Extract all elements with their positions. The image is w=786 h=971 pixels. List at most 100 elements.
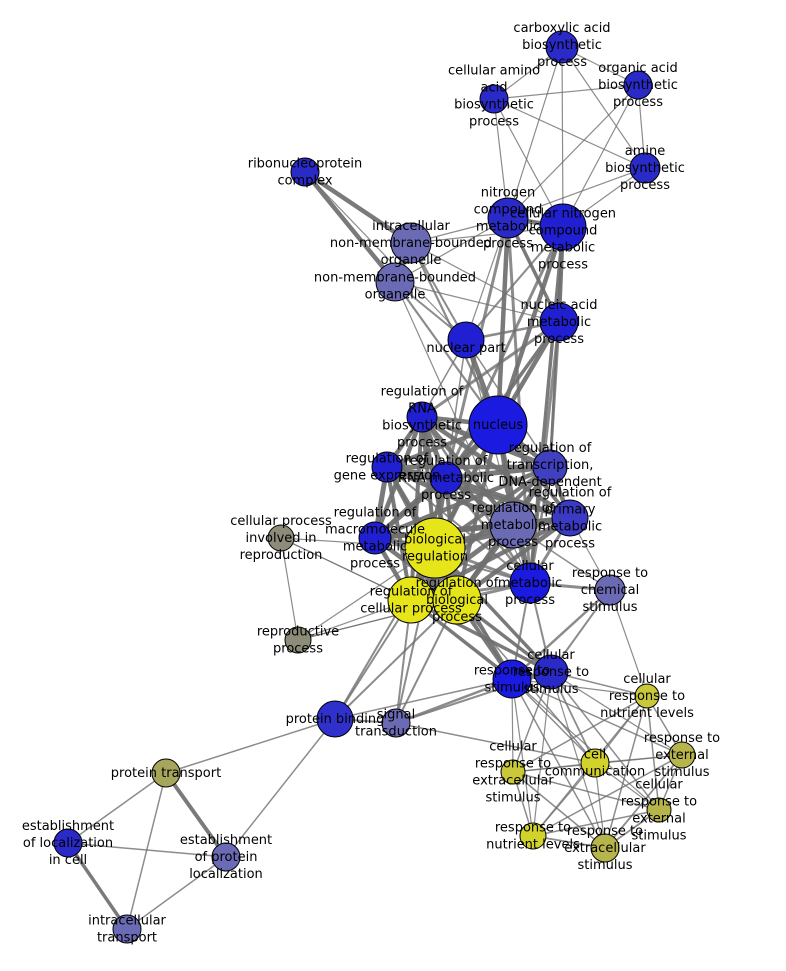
- graph-edge: [493, 98, 564, 228]
- graph-edge: [507, 84, 639, 219]
- graph-edge: [465, 226, 564, 341]
- graph-node-reproductive_process[interactable]: [284, 626, 312, 654]
- graph-edge: [511, 678, 596, 764]
- graph-edge: [604, 695, 648, 849]
- graph-edge: [445, 339, 467, 479]
- graph-edge: [609, 589, 648, 697]
- nodes-layer: [53, 30, 696, 944]
- graph-edge: [394, 281, 560, 323]
- graph-edge: [507, 167, 646, 219]
- graph-node-regulation_of_cellular_process[interactable]: [387, 576, 435, 624]
- graph-edge: [164, 771, 228, 859]
- graph-node-nitrogen_compound_metabolic_process[interactable]: [487, 197, 529, 239]
- graph-edge: [410, 226, 564, 244]
- graph-node-response_to_extracellular_stimulus[interactable]: [590, 833, 620, 863]
- graph-node-response_to_nutrient_levels[interactable]: [519, 822, 547, 850]
- graph-node-regulation_of_gene_expression[interactable]: [371, 451, 403, 483]
- graph-edge: [532, 809, 660, 837]
- graph-node-establishment_of_protein_localization[interactable]: [211, 842, 241, 872]
- graph-edge: [410, 242, 560, 323]
- graph-node-cellular_response_to_stimulus[interactable]: [533, 654, 569, 690]
- graph-node-organic_acid_biosynthetic_process[interactable]: [623, 70, 653, 100]
- graph-edge: [67, 842, 227, 858]
- graph-edge: [604, 754, 683, 849]
- graph-node-cell_communication[interactable]: [580, 748, 610, 778]
- graph-edge: [395, 722, 596, 764]
- graph-node-cellular_response_to_extracellular_stimulus[interactable]: [500, 759, 526, 785]
- graph-edge: [646, 695, 660, 811]
- graph-edge: [512, 771, 660, 811]
- graph-edge: [409, 415, 424, 602]
- graph-edge: [419, 414, 516, 528]
- graph-node-regulation_of_primary_metabolic_process[interactable]: [551, 499, 589, 537]
- graph-edge: [334, 547, 436, 720]
- graph-node-response_to_stimulus[interactable]: [492, 659, 532, 699]
- graph-edge: [334, 599, 458, 720]
- graph-edge: [394, 217, 509, 283]
- graph-edge: [304, 171, 467, 341]
- graph-node-response_to_chemical_stimulus[interactable]: [594, 574, 626, 606]
- graph-node-intracellular_non_membrane_bounded_organelle[interactable]: [390, 222, 432, 264]
- graph-edge: [165, 718, 336, 774]
- graph-edge: [550, 671, 660, 811]
- graph-node-protein_transport[interactable]: [151, 758, 181, 788]
- labels-layer: carboxylic acid biosynthetic process organi…: [22, 21, 720, 946]
- graph-node-cellular_process_involved_in_reproduction[interactable]: [267, 524, 295, 552]
- graph-node-regulation_of_biological_process[interactable]: [432, 575, 482, 625]
- graph-node-nuclear_part[interactable]: [447, 321, 485, 359]
- graph-edge: [334, 599, 412, 720]
- graph-node-establishment_of_localization_in_cell[interactable]: [53, 828, 83, 858]
- graph-edge: [512, 671, 552, 773]
- graph-node-nucleic_acid_metabolic_process[interactable]: [539, 302, 579, 342]
- graph-node-nucleus[interactable]: [468, 395, 528, 455]
- graph-edge: [532, 671, 552, 837]
- graph-edge: [511, 678, 606, 849]
- graph-edge: [420, 320, 561, 419]
- graph-edge: [302, 169, 398, 285]
- graph-edge: [507, 46, 563, 219]
- graph-edge: [302, 169, 414, 246]
- graph-node-regulation_of_macromolecule_metabolic_process[interactable]: [358, 521, 392, 555]
- graph-node-regulation_of_rna_biosynthetic_process[interactable]: [406, 401, 438, 433]
- graph-edge: [67, 772, 167, 844]
- graph-node-ribonucleoprotein_complex[interactable]: [290, 157, 320, 187]
- graph-edge: [465, 217, 509, 341]
- graph-node-regulation_of_metabolic_process[interactable]: [489, 501, 537, 549]
- graph-node-cellular_response_to_external_stimulus[interactable]: [646, 797, 672, 823]
- graph-node-regulation_of_transcription_dna_dependent[interactable]: [532, 449, 568, 485]
- graph-edge: [561, 46, 564, 228]
- graph-node-regulation_of_rna_metabolic_process[interactable]: [429, 461, 463, 495]
- graph-edge: [511, 678, 683, 756]
- graph-edge: [512, 695, 648, 773]
- graph-edge: [66, 841, 129, 931]
- graph-edge: [510, 588, 612, 681]
- graph-node-amine_biosynthetic_process[interactable]: [629, 152, 661, 184]
- graph-node-biological_regulation[interactable]: [404, 517, 466, 579]
- graph-node-protein_binding[interactable]: [316, 700, 354, 738]
- graph-edge: [512, 771, 606, 849]
- graph-node-cellular_response_to_nutrient_levels[interactable]: [634, 683, 660, 709]
- graph-edge: [511, 678, 648, 697]
- graph-edge: [532, 762, 596, 837]
- graph-node-signal_transduction[interactable]: [381, 708, 411, 738]
- graph-node-carboxylic_acid_biosynthetic_process[interactable]: [545, 30, 579, 64]
- graph-node-cellular_nitrogen_compound_metabolic_process[interactable]: [539, 203, 587, 251]
- graph-edge: [280, 537, 412, 601]
- graph-edge: [126, 856, 227, 930]
- graph-node-non_membrane_bounded_organelle[interactable]: [375, 262, 415, 302]
- graph-edge: [126, 772, 167, 930]
- graph-edge: [225, 718, 336, 858]
- graph-edge: [493, 84, 639, 100]
- graph-node-response_to_external_stimulus[interactable]: [668, 741, 696, 769]
- graph-edge: [562, 84, 639, 228]
- graph-edge: [561, 46, 646, 169]
- graph-edge: [280, 537, 299, 641]
- graph-edge: [493, 98, 646, 169]
- graph-edge: [334, 678, 513, 720]
- graph-edge: [511, 678, 534, 837]
- graph-node-cellular_amino_acid_biosynthetic_process[interactable]: [479, 84, 509, 114]
- graph-node-cellular_metabolic_process[interactable]: [509, 562, 551, 604]
- graph-node-intracellular_transport[interactable]: [112, 914, 142, 944]
